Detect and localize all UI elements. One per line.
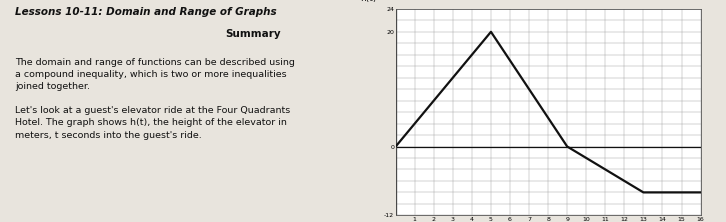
Text: Summary: Summary bbox=[225, 29, 280, 39]
Y-axis label: h(t): h(t) bbox=[360, 0, 376, 3]
Text: The domain and range of functions can be described using
a compound inequality, : The domain and range of functions can be… bbox=[15, 58, 295, 140]
Text: Lessons 10-11: Domain and Range of Graphs: Lessons 10-11: Domain and Range of Graph… bbox=[15, 7, 277, 17]
